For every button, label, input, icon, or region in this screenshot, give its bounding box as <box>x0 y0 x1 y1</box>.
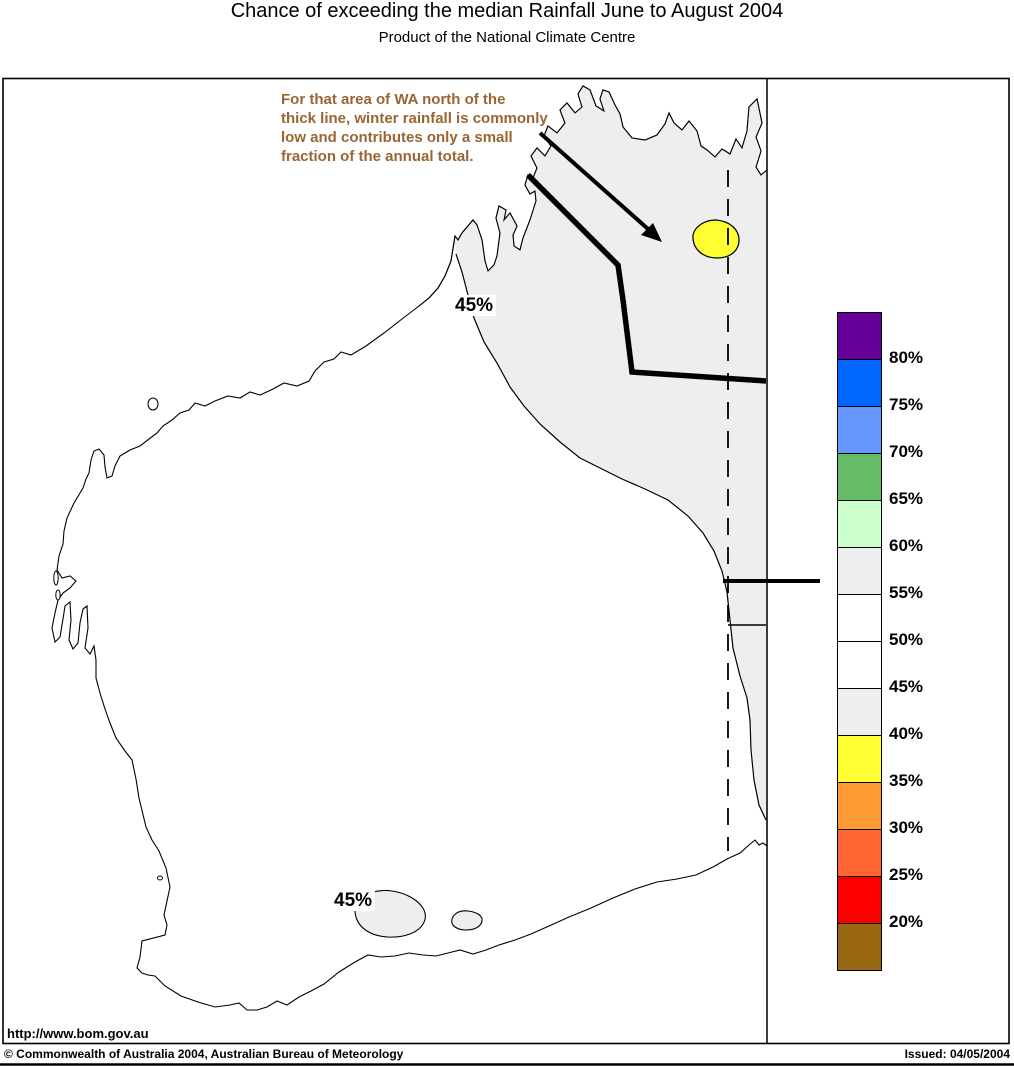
contour-line-45 <box>455 253 767 821</box>
legend-swatch-min <box>837 923 882 971</box>
island-barrow <box>147 397 159 411</box>
legend-swatch-45 <box>837 641 882 689</box>
legend-swatch-65 <box>837 453 882 501</box>
annotation-line: low and contributes only a small <box>281 129 513 146</box>
legend-swatch-80 <box>837 312 882 360</box>
annotation-line: thick line, winter rainfall is commonly <box>281 110 548 127</box>
legend-swatch-70 <box>837 406 882 454</box>
annotation-arrow-shaft <box>538 131 650 231</box>
annotation-line: For that area of WA north of the <box>281 91 506 108</box>
legend-swatch-50 <box>837 594 882 642</box>
bom-url: http://www.bom.gov.au <box>7 1026 149 1041</box>
legend-label-20: 20% <box>889 912 924 931</box>
legend-label-55: 55% <box>889 583 924 602</box>
legend-swatch-60 <box>837 500 882 548</box>
contour-label-45-north: 45% <box>452 295 497 316</box>
legend-swatch-75 <box>837 359 882 407</box>
annotation-text: For that area of WA north of the thick l… <box>281 90 591 166</box>
footer-issued: Issued: 04/05/2004 <box>904 1047 1010 1061</box>
legend-label-60: 60% <box>889 536 924 555</box>
legend <box>837 312 882 971</box>
footer-copyright: © Commonwealth of Australia 2004, Austra… <box>4 1047 404 1061</box>
legend-swatch-35 <box>837 735 882 783</box>
legend-label-25: 25% <box>889 865 924 884</box>
annotation-line: fraction of the annual total. <box>281 148 474 165</box>
legend-swatch-30 <box>837 782 882 830</box>
yellow-region-35-40 <box>692 219 740 259</box>
contour-label-45-south: 45% <box>331 890 376 911</box>
legend-swatch-55 <box>837 547 882 595</box>
island-small-3 <box>157 875 163 881</box>
legend-label-40: 40% <box>889 724 924 743</box>
island-small-2 <box>55 589 61 601</box>
legend-label-45: 45% <box>889 677 924 696</box>
legend-label-80: 80% <box>889 348 924 367</box>
legend-label-30: 30% <box>889 818 924 837</box>
thick-boundary-line <box>526 173 767 384</box>
page-subtitle: Product of the National Climate Centre <box>378 29 636 46</box>
southern-45-blob-small <box>451 910 483 931</box>
legend-label-70: 70% <box>889 442 924 461</box>
legend-swatch-20 <box>837 876 882 924</box>
legend-label-65: 65% <box>889 489 924 508</box>
legend-swatch-40 <box>837 688 882 736</box>
island-small-1 <box>53 570 59 586</box>
coastline-restroke <box>418 85 768 307</box>
map-frame <box>2 77 1010 1045</box>
page-title: Chance of exceeding the median Rainfall … <box>230 0 784 22</box>
shaded-region-45-60 <box>440 86 767 822</box>
legend-label-50: 50% <box>889 630 924 649</box>
legend-swatch-25 <box>837 829 882 877</box>
legend-label-35: 35% <box>889 771 924 790</box>
annotation-arrow-head <box>641 223 662 242</box>
legend-label-75: 75% <box>889 395 924 414</box>
